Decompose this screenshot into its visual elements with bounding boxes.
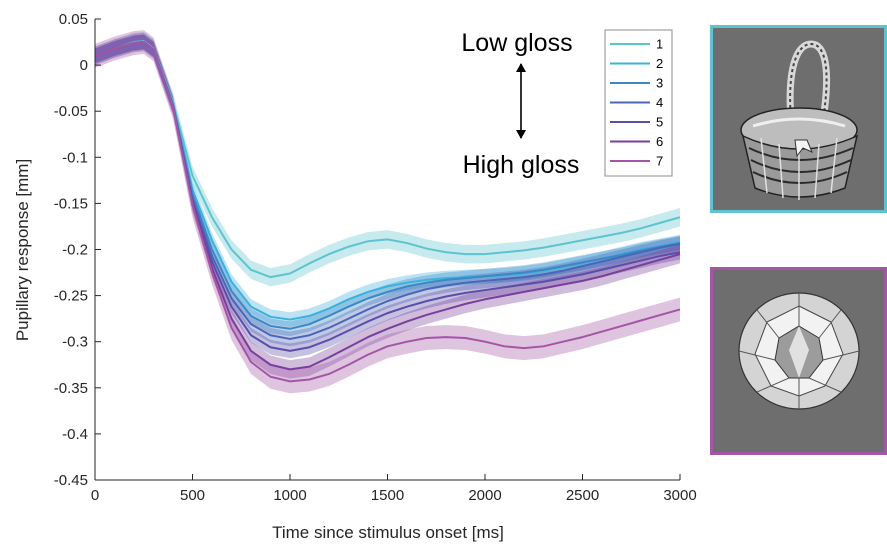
legend-label-5: 5 <box>656 115 663 130</box>
y-axis-label: Pupillary response [mm] <box>13 159 32 341</box>
y-tick-label: -0.4 <box>62 426 88 443</box>
series-6-band <box>95 32 680 379</box>
legend: 1 2 3 4 5 6 7 <box>604 29 673 177</box>
basket-icon <box>740 40 859 200</box>
legend-label-3: 3 <box>656 76 663 91</box>
y-tick-label: -0.1 <box>62 149 88 166</box>
series-5-band <box>95 34 680 359</box>
legend-label-6: 6 <box>656 134 663 149</box>
x-tick-label: 1000 <box>273 487 306 504</box>
y-tick-label: -0.2 <box>62 242 88 259</box>
y-tick-label: 0.05 <box>59 11 88 28</box>
x-tick-label: 2500 <box>566 487 599 504</box>
legend-label-7: 7 <box>656 154 663 169</box>
series-7-band <box>95 30 680 394</box>
low-gloss-annotation: Low gloss <box>461 29 572 57</box>
legend-label-2: 2 <box>656 56 663 71</box>
confidence-bands <box>95 30 680 394</box>
y-tick-label: -0.25 <box>54 288 88 305</box>
y-tick-label: -0.3 <box>62 334 88 351</box>
y-tick-label: 0 <box>80 57 88 74</box>
y-tick-label: -0.15 <box>54 195 88 212</box>
series-7-line <box>94 41 681 383</box>
x-tick-label: 500 <box>180 487 205 504</box>
y-tick-label: -0.05 <box>54 103 88 120</box>
x-tick-label: 0 <box>91 487 99 504</box>
y-tick-label: -0.45 <box>54 472 88 489</box>
x-tick-label: 3000 <box>663 487 696 504</box>
legend-label-4: 4 <box>656 95 663 110</box>
basket-thumbnail <box>710 25 887 213</box>
gloss-arrow-icon <box>516 63 526 139</box>
x-tick-label: 2000 <box>468 487 501 504</box>
y-tick-label: -0.35 <box>54 380 88 397</box>
x-axis-label: Time since stimulus onset [ms] <box>272 523 504 542</box>
diamond-icon <box>738 292 860 410</box>
series-1-band <box>95 31 680 287</box>
high-gloss-annotation: High gloss <box>463 151 580 179</box>
diamond-thumbnail <box>710 267 887 455</box>
legend-label-1: 1 <box>656 37 663 52</box>
series-4-band <box>95 34 680 347</box>
series-lines <box>94 40 681 383</box>
tick-labels: 0 500 1000 1500 2000 2500 3000 0.05 0 -0.05 -0.1 -0… <box>54 11 697 504</box>
x-tick-label: 1500 <box>371 487 404 504</box>
axes <box>94 18 681 481</box>
